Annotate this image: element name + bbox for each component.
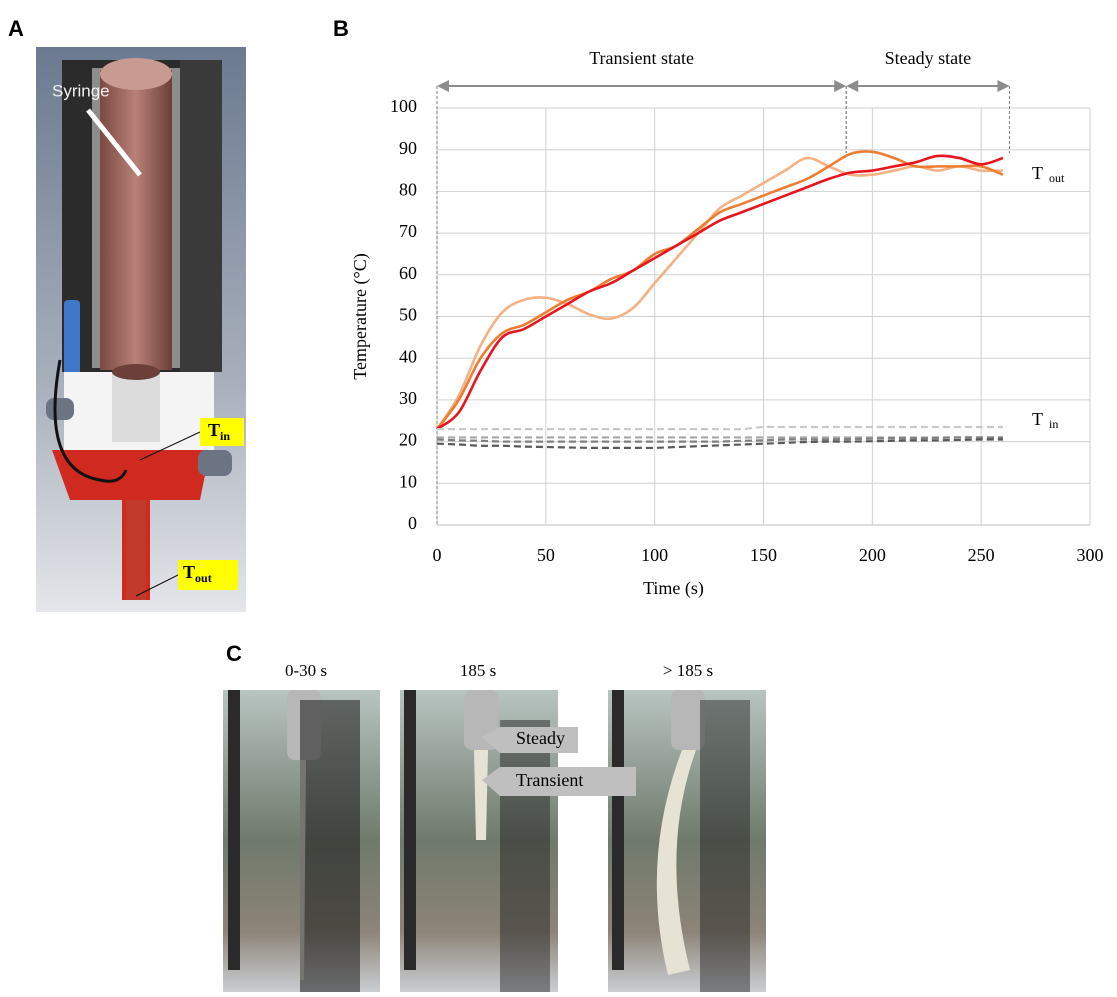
x-tick-label: 150: [750, 545, 777, 565]
y-tick-label: 10: [399, 471, 417, 491]
t-sub: out: [195, 571, 212, 585]
y-tick-label: 40: [399, 346, 417, 366]
t-main: T: [208, 420, 220, 440]
panel-label: A: [8, 16, 24, 41]
arrow-head: [997, 80, 1010, 92]
chart: 0 10 20 30 40 50 60 70 80 90 100 0 50 100 150 200 250 300…: [350, 48, 1103, 599]
label-sub: out: [1049, 171, 1065, 185]
outlet-line: [435, 156, 1003, 430]
panel-label: B: [333, 16, 349, 41]
y-tick-label: 60: [399, 263, 417, 283]
x-tick-label: 100: [641, 545, 668, 565]
annotation-label: Transient state: [589, 48, 694, 68]
y-axis-title: Temperature (°C): [350, 253, 371, 379]
t-in-label: Tin: [208, 420, 230, 443]
arrow-head: [834, 80, 847, 92]
x-tick-label: 50: [537, 545, 555, 565]
arrow-head: [437, 80, 449, 92]
y-tick-label: 100: [390, 96, 417, 116]
t-out-label: Tout: [183, 562, 212, 585]
photo-caption: 0-30 s: [285, 661, 327, 680]
label-main: T: [1032, 409, 1043, 429]
x-tick-label: 250: [968, 545, 995, 565]
x-tick-label: 300: [1077, 545, 1104, 565]
t-sub: in: [220, 429, 230, 443]
photo-caption: 185 s: [460, 661, 496, 680]
y-tick-label: 0: [408, 513, 417, 533]
x-axis-title: Time (s): [643, 578, 704, 599]
y-tick-label: 50: [399, 305, 417, 325]
photo-strip: [223, 690, 766, 992]
syringe-label: Syringe: [52, 81, 110, 100]
x-tick-label: 0: [433, 545, 442, 565]
x-tick-label: 200: [859, 545, 886, 565]
y-tick-label: 90: [399, 138, 417, 158]
label-sub: in: [1049, 417, 1058, 431]
arrow-head: [846, 80, 859, 92]
inlet-line: [437, 425, 1003, 431]
y-tick-label: 80: [399, 180, 417, 200]
photo-caption: > 185 s: [663, 661, 713, 680]
panel-label: C: [226, 641, 242, 666]
outlet-line: [436, 154, 1004, 431]
inlet-line: [436, 438, 1003, 450]
outlet-line: [435, 150, 1004, 430]
device-rendering: [36, 47, 246, 612]
y-tick-label: 20: [399, 430, 417, 450]
callout: Steady: [516, 728, 565, 748]
inlet-line: [436, 436, 1003, 443]
y-tick-label: 30: [399, 388, 417, 408]
annotation-label: Steady state: [885, 48, 971, 68]
label-main: T: [1032, 163, 1043, 183]
y-tick-label: 70: [399, 221, 417, 241]
t-main: T: [183, 562, 195, 582]
callout: Transient: [516, 770, 583, 790]
